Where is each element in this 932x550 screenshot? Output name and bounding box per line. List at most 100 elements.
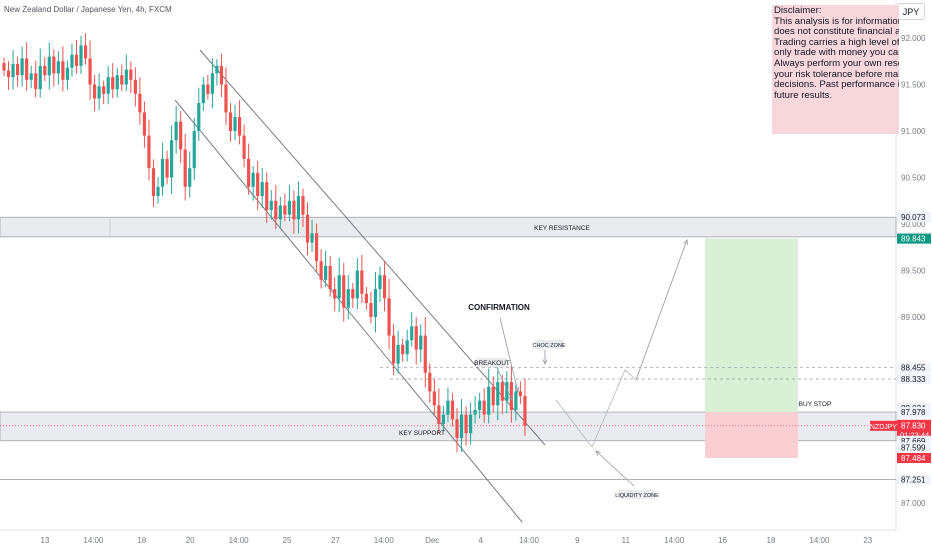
bullish-candle: [310, 219, 314, 253]
candle-body: [47, 56, 51, 76]
candle-body: [269, 200, 273, 211]
breakout-arrow: [496, 367, 513, 401]
candle-body: [151, 168, 156, 197]
bearish-candle: [147, 119, 151, 181]
disclaimer-line: your risk tolerance before maki: [774, 68, 899, 80]
choc-zone-label-text: CHOC ZONE: [533, 343, 566, 349]
disclaimer-line: Always perform your own resea: [774, 57, 899, 69]
key-resistance-label: KEY RESISTANCE: [534, 225, 590, 232]
candle-body: [201, 84, 205, 104]
candle-body: [333, 289, 337, 299]
price-label: 87.484: [897, 452, 931, 463]
candle-body: [450, 400, 455, 420]
bullish-candle: [405, 329, 409, 362]
candle-body: [373, 289, 378, 317]
time-tick-label: 18: [137, 536, 146, 545]
candle-body: [405, 340, 409, 355]
bearish-candle: [179, 111, 183, 164]
candle-body: [351, 289, 355, 299]
candle-body: [287, 200, 291, 215]
price-label-box: [897, 374, 931, 385]
bearish-candle: [328, 255, 332, 297]
bullish-candle: [20, 46, 24, 87]
symbol-title[interactable]: New Zealand Dollar / Japanese Yen, 4h, F…: [4, 5, 172, 14]
bearish-candle: [464, 406, 468, 446]
bearish-candle: [52, 49, 56, 87]
bullish-candle: [70, 43, 74, 77]
candle-body: [106, 77, 110, 94]
bearish-candle: [432, 379, 436, 416]
candle-body: [133, 79, 137, 94]
price-tick-label: 92.000: [901, 34, 926, 43]
candle-body: [219, 65, 224, 85]
projected-path: [555, 369, 637, 448]
bearish-candle: [387, 278, 391, 350]
disclaimer-line: only trade with money you can: [774, 47, 899, 59]
bullish-candle: [324, 250, 328, 288]
candle-body: [364, 293, 368, 304]
bullish-candle: [79, 35, 83, 74]
bearish-candle: [351, 283, 355, 308]
time-tick-label: 14:00: [374, 536, 395, 545]
key-support-label: KEY SUPPORT: [399, 430, 445, 437]
bearish-candle: [423, 317, 427, 388]
candlestick-series: [2, 33, 527, 453]
candle-body: [70, 54, 74, 68]
candle-body: [518, 391, 523, 397]
price-label-text: 88.333: [901, 375, 926, 384]
breakout-label: BREAKOUT: [474, 358, 510, 367]
bearish-candle: [43, 57, 47, 81]
symbol-tag-text: NZDJPY: [870, 424, 898, 431]
bearish-candle: [247, 143, 251, 195]
breakout-arrow-head: [507, 394, 513, 401]
candle-body: [88, 58, 92, 85]
price-tick-label: 91.500: [901, 81, 926, 90]
candle-body: [523, 396, 527, 426]
bearish-candle: [509, 365, 513, 423]
disclaimer-note[interactable]: Disclaimer: This analysis is for informa…: [772, 5, 899, 134]
confirmation-arrow-head: [514, 387, 520, 393]
currency-button[interactable]: JPY: [897, 3, 925, 20]
candle-body: [38, 65, 42, 90]
bullish-candle: [38, 48, 42, 98]
price-tick-label: 91.000: [901, 127, 926, 136]
liquidity-zone-label-box: [619, 490, 655, 499]
price-tick-label: 90.500: [901, 174, 926, 183]
bullish-candle: [174, 105, 178, 154]
time-tick-label: 25: [283, 536, 292, 545]
price-label-box: [897, 435, 931, 446]
bearish-candle: [283, 193, 287, 222]
candle-body: [446, 400, 450, 415]
bullish-candle: [160, 142, 165, 196]
price-label: 87.978: [897, 407, 931, 418]
candle-body: [56, 61, 60, 74]
bearish-candle: [523, 378, 527, 436]
breakout-arrow-shaft: [496, 367, 513, 401]
candle-body: [464, 414, 468, 434]
bullish-candle: [487, 368, 491, 424]
bullish-candle: [106, 66, 110, 105]
time-axis: 13 14:00 18 20 14:00 25 27 14:00 Dec 4 14:00 9 11 14:…: [41, 536, 873, 545]
candle-body: [369, 303, 373, 317]
candle-body: [283, 205, 287, 215]
candle-body: [2, 63, 6, 71]
candle-body: [414, 326, 418, 350]
price-label: 87.669: [897, 435, 931, 446]
candle-body: [29, 73, 33, 80]
price-label-text: 87.978: [901, 408, 926, 417]
candle-body: [491, 386, 495, 406]
bullish-candle: [287, 184, 291, 222]
bearish-candle: [314, 223, 319, 272]
candle-body: [355, 270, 359, 299]
candle-body: [278, 205, 282, 220]
candle-body: [61, 61, 65, 80]
bearish-candle: [83, 33, 88, 65]
chart-zones: [0, 216, 897, 481]
candle-body: [25, 58, 29, 80]
disclaimer-line: This analysis is for informational: [774, 15, 899, 27]
candle-body: [514, 391, 518, 410]
liquidity-zone-label: LIQUIDITY ZONE: [615, 490, 659, 499]
bullish-candle: [97, 73, 101, 111]
